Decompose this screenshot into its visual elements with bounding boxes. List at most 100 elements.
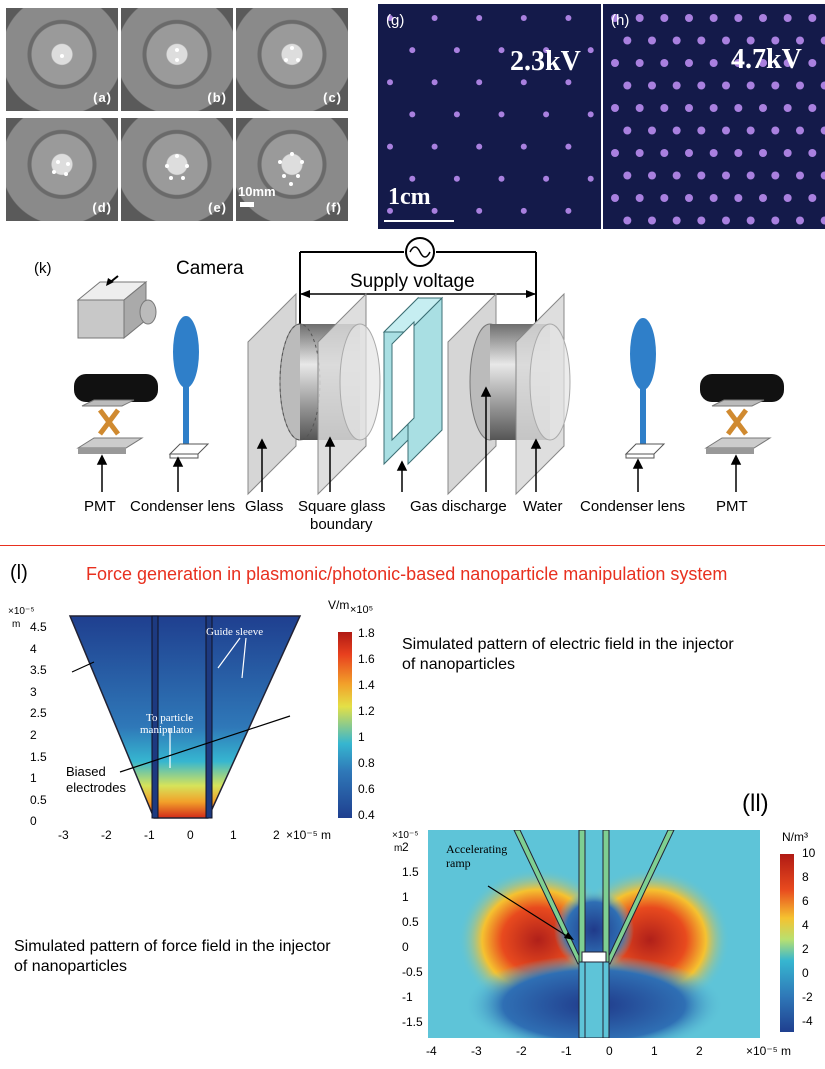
photo-label: (d) xyxy=(92,200,112,215)
scale-bar-label: 10mm xyxy=(238,184,276,199)
photo-d: (d) xyxy=(6,118,118,221)
x-tick-label: -4 xyxy=(426,1044,437,1058)
ann-biased-2: electrodes xyxy=(66,780,126,795)
label-pmt-left: PMT xyxy=(84,498,116,515)
ann-ramp: ramp xyxy=(446,856,471,870)
desc-force-line2: of nanoparticles xyxy=(14,958,127,975)
glass-right xyxy=(447,292,571,496)
x-exponent: ×10⁻⁵ m xyxy=(286,828,331,842)
scale-bar xyxy=(384,220,454,222)
condenser-lens-left-icon xyxy=(168,316,210,459)
y-tick-label: 0 xyxy=(402,940,409,954)
x-tick-label: 1 xyxy=(230,828,237,842)
x-tick-label: -1 xyxy=(561,1044,572,1058)
y-exponent: ×10⁻⁵ xyxy=(392,830,419,841)
label-glass: Glass xyxy=(245,498,284,515)
label-pmt-right: PMT xyxy=(716,498,748,515)
ann-to-particle-1: To particle xyxy=(146,712,194,724)
supply-voltage-label: Supply voltage xyxy=(350,271,475,292)
y-tick-label: 1 xyxy=(402,890,409,904)
y-tick-label: 1.5 xyxy=(402,865,419,879)
colorbar-tick-label: 1 xyxy=(358,730,365,744)
x-tick-label: 1 xyxy=(651,1044,658,1058)
x-exponent: ×10⁻⁵ m xyxy=(746,1044,791,1058)
label-condenser-right: Condenser lens xyxy=(580,498,686,515)
y-unit: m xyxy=(12,619,21,630)
colorbar-tick-label: 0.6 xyxy=(358,782,375,796)
scale-label: 1cm xyxy=(388,184,431,210)
x-tick-label: 0 xyxy=(187,828,194,842)
label-boundary: boundary xyxy=(310,516,373,533)
photo-e: (e) xyxy=(121,118,233,221)
setup-diagram xyxy=(74,237,784,496)
section-divider xyxy=(0,545,825,546)
y-tick-label: 4 xyxy=(30,641,37,656)
discharge-pattern xyxy=(611,14,825,225)
y-tick-label: 1 xyxy=(30,771,37,786)
condenser-lens-right-icon xyxy=(624,318,666,459)
colorbar-tick-label: 0.4 xyxy=(358,808,375,822)
photo-c: (c) xyxy=(236,8,348,111)
pmt-right-icon xyxy=(700,374,784,454)
y-tick-label: 2 xyxy=(30,728,37,742)
colorbar-tick-label: 0.8 xyxy=(358,756,375,770)
label-water: Water xyxy=(523,498,563,515)
y-tick-label: 3 xyxy=(30,684,37,699)
colorbar-tick-label: 8 xyxy=(802,870,809,884)
camera-label: Camera xyxy=(176,258,244,279)
desc-force-line1: Simulated pattern of force field in the … xyxy=(14,938,331,955)
x-tick-label: -2 xyxy=(516,1044,527,1058)
x-tick-label: -1 xyxy=(144,828,155,842)
electric-field-map xyxy=(68,615,302,819)
photo-label: (c) xyxy=(323,90,342,105)
panel-label-k: (k) xyxy=(34,260,52,277)
photo-a: (a) xyxy=(6,8,118,111)
desc-electric-line1: Simulated pattern of electric field in t… xyxy=(402,636,734,653)
y-tick-label: 3.5 xyxy=(30,663,47,678)
x-tick-label: 2 xyxy=(696,1044,703,1058)
x-tick-label: -3 xyxy=(58,828,69,842)
label-arrows xyxy=(96,386,742,492)
y-tick-label: -1 xyxy=(402,990,413,1004)
label-square-glass: Square glass xyxy=(298,498,386,515)
ann-biased-1: Biased xyxy=(66,764,106,779)
colorbar-exponent: ×10⁵ xyxy=(350,604,374,616)
section-title: Force generation in plasmonic/photonic-b… xyxy=(86,564,728,584)
ann-accelerating: Accelerating xyxy=(446,842,508,856)
colorbar-tick-label: 6 xyxy=(802,894,809,908)
panel-label-l: (l) xyxy=(10,562,28,584)
label-condenser-left: Condenser lens xyxy=(130,498,236,515)
supply-circuit xyxy=(299,237,537,337)
colorbar-tick-label: 1.8 xyxy=(358,626,375,640)
photo-label: (b) xyxy=(207,90,227,105)
photo-f: (f) 10mm xyxy=(236,118,348,221)
camera-icon xyxy=(76,275,157,340)
glass-left xyxy=(247,292,381,496)
panel-label: (g) xyxy=(386,12,405,29)
ann-to-particle-2: manipulator xyxy=(140,724,194,736)
colorbar xyxy=(338,632,352,818)
scale-bar xyxy=(240,202,254,207)
y-tick-label: 2 xyxy=(402,840,409,854)
y-tick-label: 0.5 xyxy=(402,915,419,929)
colorbar-tick-label: 1.6 xyxy=(358,652,375,666)
y-tick-label: 0.5 xyxy=(30,792,47,807)
x-tick-label: 2 xyxy=(273,828,280,842)
colorbar-tick-label: 1.2 xyxy=(358,704,375,718)
discharge-panel-h: (h) 4.7kV xyxy=(603,4,825,229)
colorbar-tick-label: 0 xyxy=(802,966,809,980)
photo-b: (b) xyxy=(121,8,233,111)
label-gas-discharge: Gas discharge xyxy=(410,498,507,515)
colorbar-tick-label: 10 xyxy=(802,846,816,860)
voltage-label: 2.3kV xyxy=(510,46,581,77)
square-glass-boundary xyxy=(382,296,444,466)
discharge-pattern xyxy=(387,15,594,214)
photo-label: (e) xyxy=(208,200,227,215)
colorbar-tick-label: 1.4 xyxy=(358,678,375,692)
discharge-panel-g: (g) 2.3kV 1cm xyxy=(378,4,601,229)
y-exponent: ×10⁻⁵ xyxy=(8,606,35,617)
force-field-map xyxy=(428,830,760,1038)
colorbar-tick-label: 2 xyxy=(802,942,809,956)
photo-label: (a) xyxy=(93,90,112,105)
x-tick-label: -3 xyxy=(471,1044,482,1058)
